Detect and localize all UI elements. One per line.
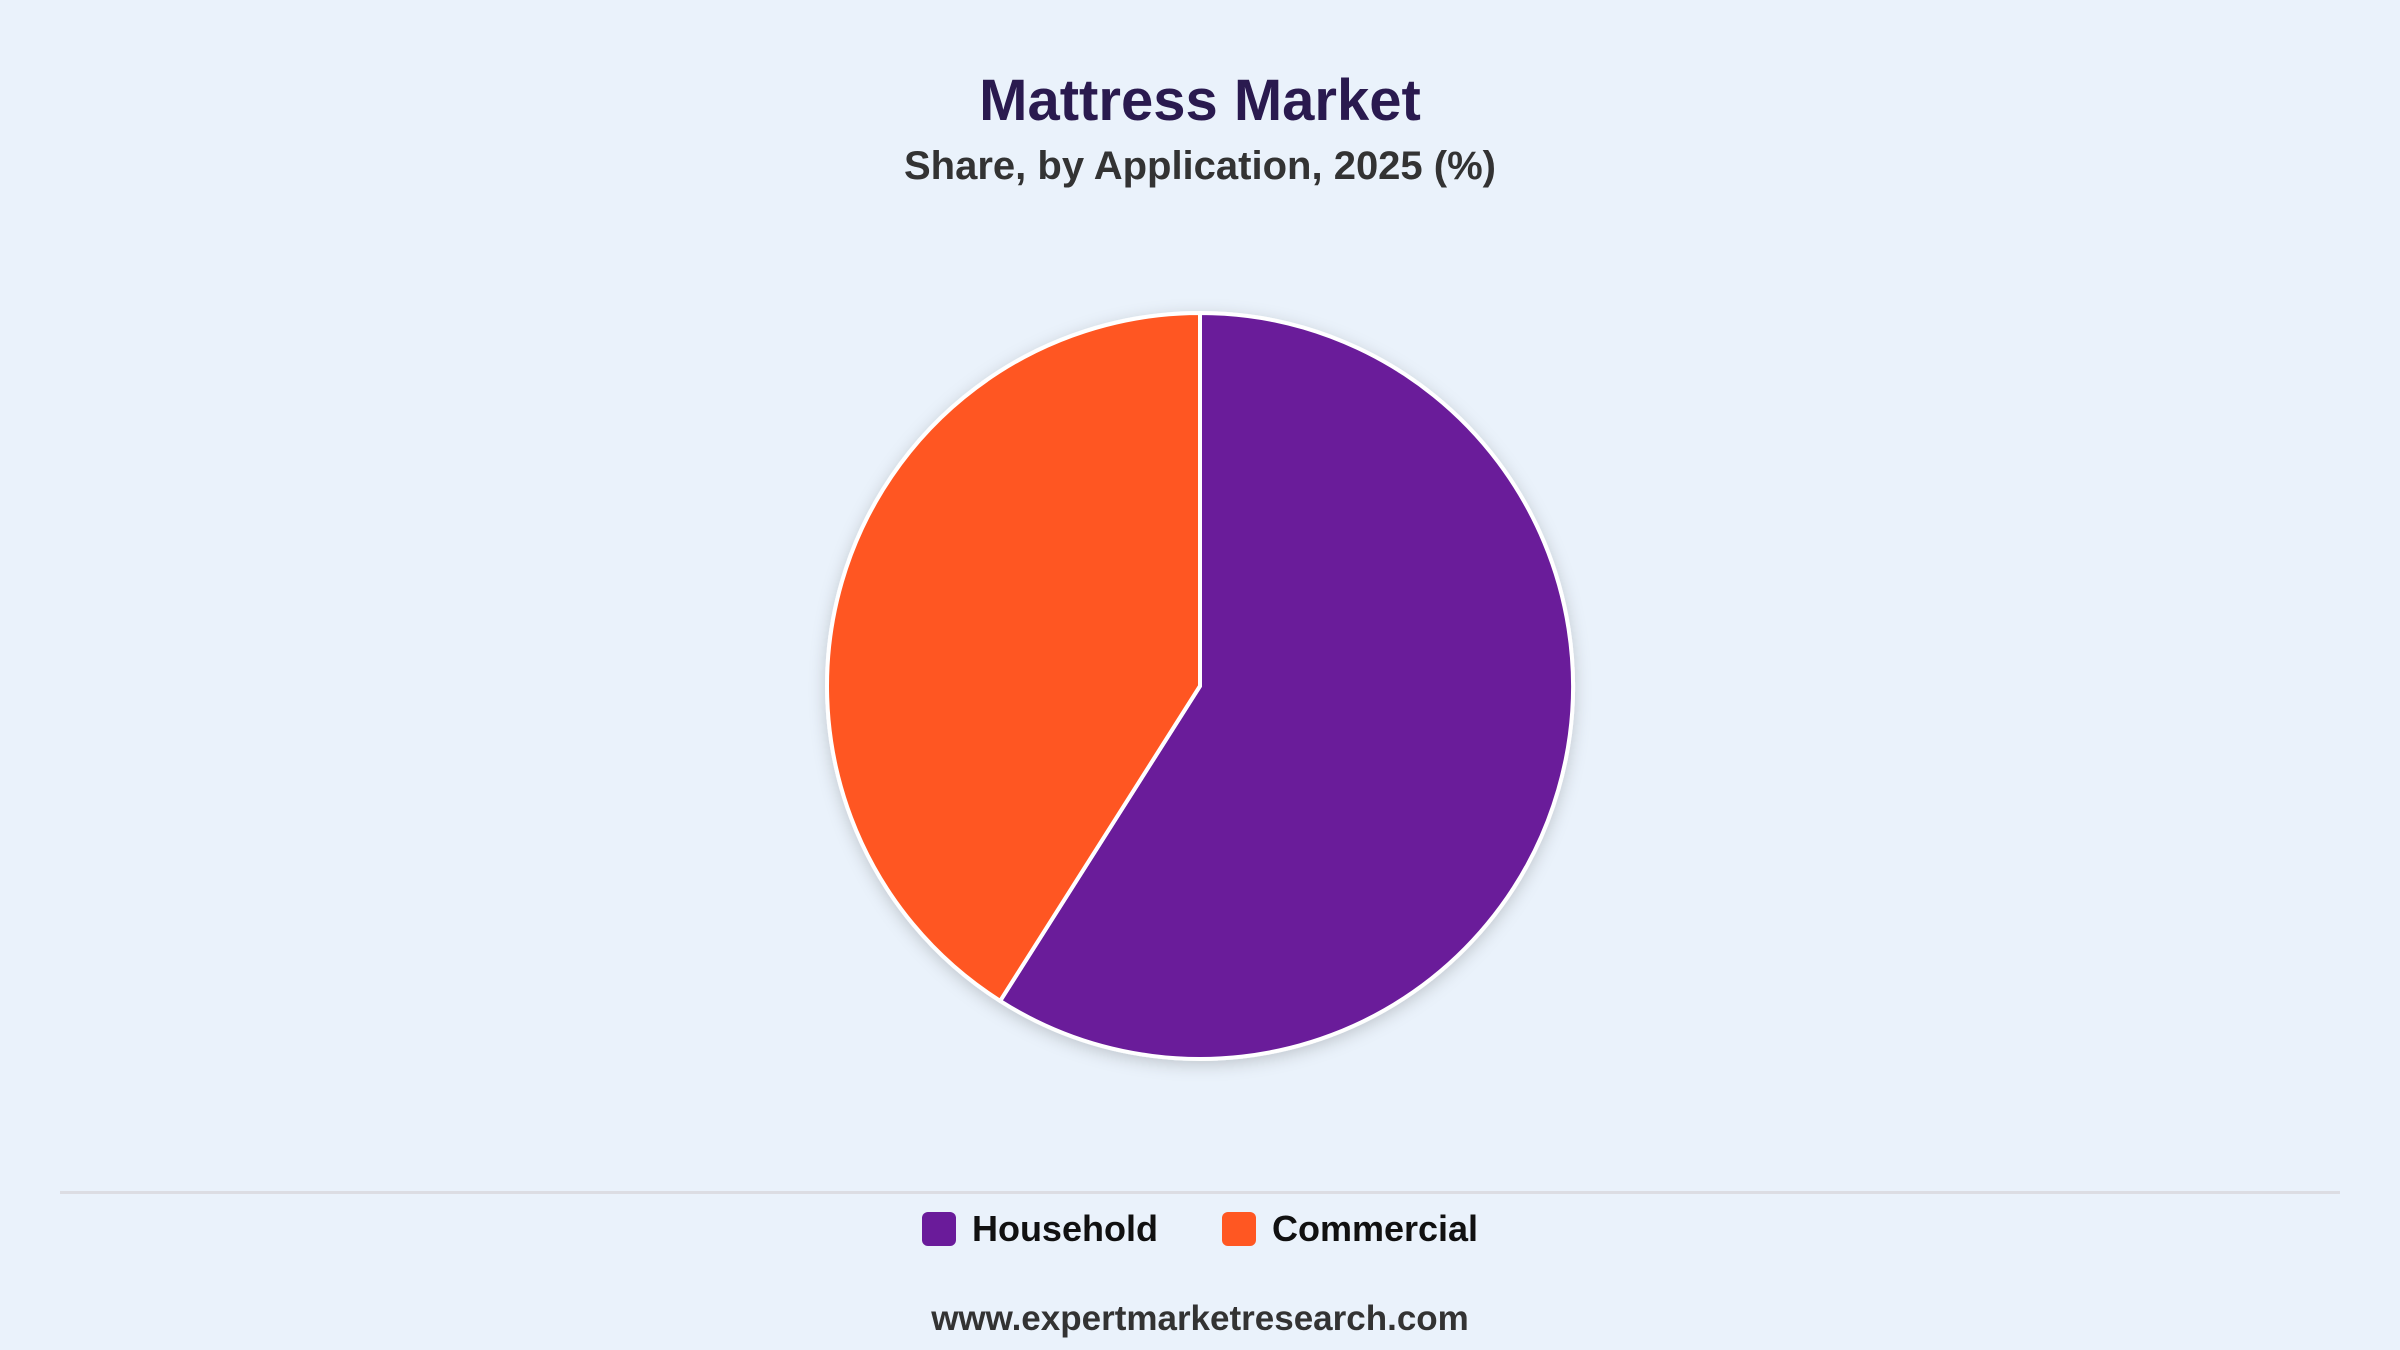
chart-subtitle: Share, by Application, 2025 (%) [903,144,1496,188]
pie-slice-household[interactable] [998,311,1575,1061]
chart-title: Mattress Market [979,68,1421,133]
legend-label-commercial: Commercial [1271,1208,1479,1249]
pie-slices [825,311,1575,1061]
source-url[interactable]: www.expertmarketresearch.com [931,1299,1469,1338]
legend-label-household: Household [971,1208,1158,1249]
legend-swatch-household [921,1212,956,1246]
legend-item-household[interactable]: Household [921,1208,1158,1250]
pie-slice-commercial[interactable] [825,311,1202,1003]
legend-divider [60,1191,2340,1194]
legend-swatch-commercial [1221,1212,1256,1246]
legend-item-commercial[interactable]: Commercial [1221,1208,1479,1250]
legend: Household Commercial [0,1204,2400,1254]
